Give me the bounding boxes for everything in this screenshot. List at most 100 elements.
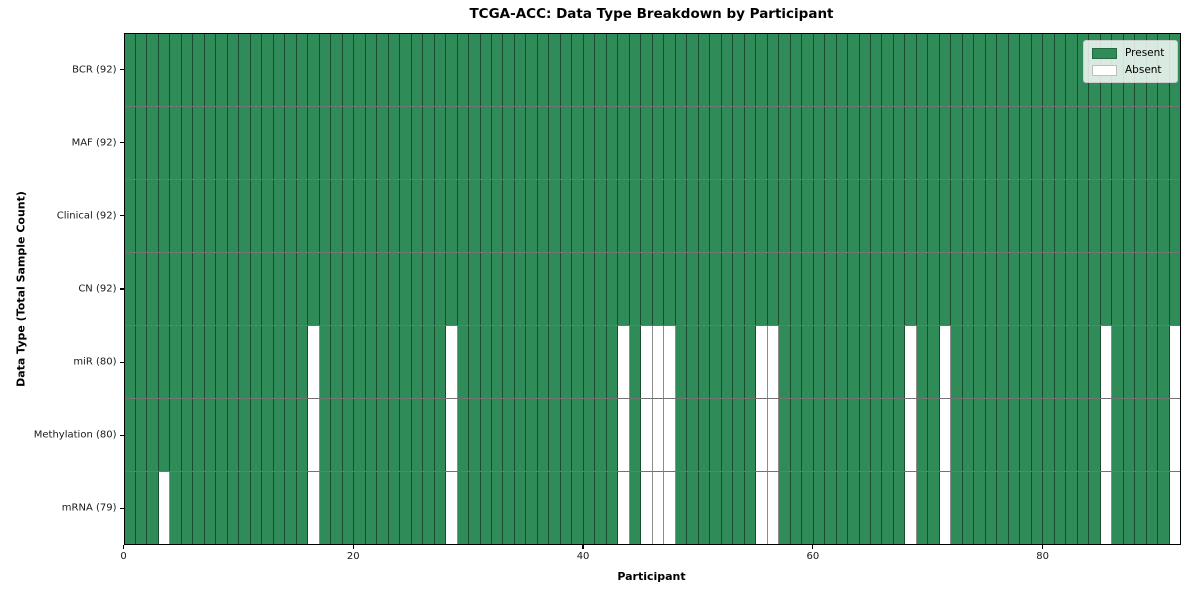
heatmap-cell [262, 107, 274, 179]
heatmap-cell [606, 107, 619, 179]
heatmap-cell [204, 399, 217, 471]
heatmap-cell [905, 253, 917, 325]
heatmap-cell [1089, 180, 1101, 252]
heatmap-cell [342, 34, 355, 106]
heatmap-cell [377, 472, 389, 544]
heatmap-cell [985, 180, 998, 252]
heatmap-cell [813, 253, 826, 325]
heatmap-cell [319, 107, 332, 179]
heatmap-cell [181, 326, 194, 398]
heatmap-cell [1100, 253, 1113, 325]
heatmap-cell [1100, 326, 1113, 398]
heatmap-cell [227, 472, 240, 544]
heatmap-cell [641, 326, 653, 398]
legend-entry-present: Present [1092, 47, 1169, 59]
heatmap-cell [296, 253, 309, 325]
heatmap-cell [1123, 180, 1136, 252]
heatmap-cell [1146, 253, 1159, 325]
heatmap-cell [457, 253, 470, 325]
heatmap-cell [939, 180, 952, 252]
heatmap-cell [423, 180, 435, 252]
heatmap-cell [779, 180, 791, 252]
heatmap-cell [377, 34, 389, 106]
heatmap-cell [388, 399, 401, 471]
heatmap-cell [1146, 472, 1159, 544]
heatmap-cell [893, 107, 906, 179]
heatmap-cell [997, 180, 1009, 252]
heatmap-cell [1031, 107, 1044, 179]
heatmap-cell [423, 326, 435, 398]
heatmap-cell [342, 253, 355, 325]
heatmap-cell [503, 399, 515, 471]
heatmap-cell [652, 253, 665, 325]
heatmap-cell [204, 107, 217, 179]
heatmap-cell [641, 472, 653, 544]
heatmap-cell [227, 107, 240, 179]
heatmap-cell [181, 253, 194, 325]
heatmap-cell [285, 253, 297, 325]
heatmap-cell [1112, 399, 1124, 471]
heatmap-cell [1169, 326, 1181, 398]
heatmap-cell [744, 399, 757, 471]
heatmap-cell [262, 253, 274, 325]
heatmap-cell [1066, 326, 1078, 398]
heatmap-cell [595, 399, 607, 471]
heatmap-cell [641, 107, 653, 179]
legend: Present Absent [1083, 40, 1178, 83]
heatmap-cell [250, 326, 263, 398]
heatmap-cell [124, 399, 136, 471]
heatmap-cell [813, 326, 826, 398]
heatmap-cell [1135, 399, 1147, 471]
heatmap-cell [216, 34, 228, 106]
heatmap-cell [1031, 180, 1044, 252]
heatmap-cell [503, 107, 515, 179]
heatmap-cell [560, 34, 573, 106]
y-tick-label: MAF (92) [71, 137, 117, 149]
heatmap-cell [916, 180, 929, 252]
heatmap-cell [1066, 107, 1078, 179]
heatmap-cell [756, 399, 768, 471]
heatmap-cell [928, 107, 940, 179]
heatmap-cell [1054, 34, 1067, 106]
heatmap-cell [675, 107, 688, 179]
heatmap-cell [1043, 399, 1055, 471]
heatmap-cell [985, 326, 998, 398]
heatmap-cell [1043, 472, 1055, 544]
heatmap-cell [870, 472, 883, 544]
heatmap-cell [1054, 472, 1067, 544]
heatmap-cell [859, 253, 871, 325]
heatmap-cell [1123, 326, 1136, 398]
heatmap-cell [216, 399, 228, 471]
heatmap-cell [939, 399, 952, 471]
heatmap-cell [870, 180, 883, 252]
heatmap-cell [147, 253, 159, 325]
heatmap-cell [859, 180, 871, 252]
heatmap-cell [354, 326, 366, 398]
heatmap-cell [503, 253, 515, 325]
heatmap-cell [848, 472, 860, 544]
heatmap-cell [618, 180, 630, 252]
heatmap-cell [308, 180, 320, 252]
y-tick-label: BCR (92) [72, 64, 117, 76]
heatmap-cell [893, 326, 906, 398]
legend-swatch-absent-icon [1092, 64, 1117, 76]
heatmap-cell [549, 399, 561, 471]
heatmap-cell [285, 107, 297, 179]
heatmap-cell [687, 326, 699, 398]
heatmap-cell [446, 399, 458, 471]
heatmap-cell [779, 472, 791, 544]
heatmap-cell [583, 253, 596, 325]
heatmap-cell [446, 472, 458, 544]
heatmap-cell [825, 107, 837, 179]
heatmap-cell [342, 326, 355, 398]
heatmap-cell [802, 253, 814, 325]
heatmap-cell [354, 253, 366, 325]
heatmap-cell [1112, 472, 1124, 544]
heatmap-cell [537, 472, 550, 544]
heatmap-cell [377, 107, 389, 179]
heatmap-cell [710, 326, 722, 398]
heatmap-cell [767, 34, 780, 106]
heatmap-cell [606, 399, 619, 471]
heatmap-cell [572, 34, 584, 106]
heatmap-cell [629, 34, 642, 106]
